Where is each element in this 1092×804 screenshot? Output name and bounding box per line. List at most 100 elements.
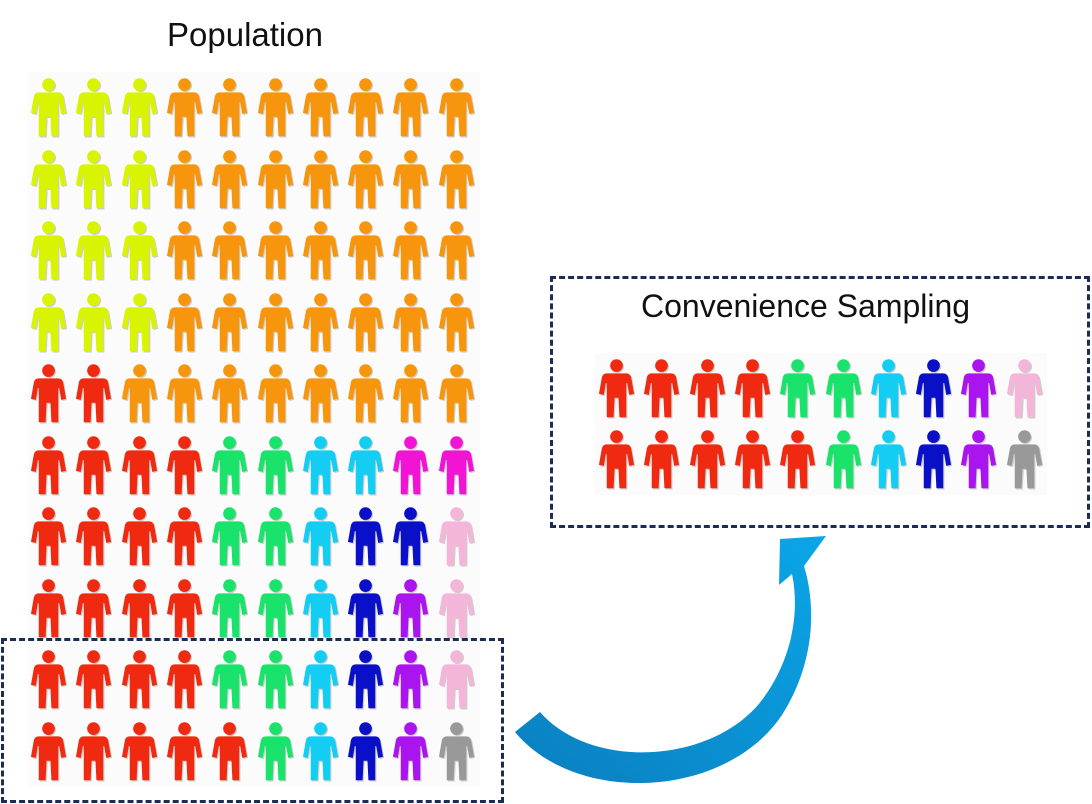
person-icon (30, 721, 68, 781)
person-icon (30, 435, 68, 495)
person-icon (212, 507, 249, 567)
person-icon (121, 364, 158, 424)
person-icon (257, 650, 294, 710)
person-icon (393, 292, 430, 352)
person-icon (212, 721, 249, 781)
person-icon (76, 578, 113, 638)
person-icon (348, 149, 385, 209)
person-icon (348, 507, 385, 567)
person-icon (30, 578, 68, 638)
person-icon (302, 507, 340, 567)
person-icon (166, 507, 204, 567)
person-icon (302, 221, 340, 281)
person-icon (76, 507, 113, 567)
person-icon (30, 78, 68, 138)
person-icon (780, 359, 817, 419)
population-title: Population (167, 16, 323, 53)
person-icon (30, 221, 68, 281)
person-icon (825, 359, 862, 419)
person-icon (393, 149, 430, 209)
person-icon (257, 364, 294, 424)
person-icon (76, 650, 113, 710)
person-icon (212, 221, 249, 281)
person-icon (348, 721, 385, 781)
person-icon (166, 578, 204, 638)
person-icon (257, 221, 294, 281)
person-icon (438, 292, 475, 352)
person-icon (348, 435, 385, 495)
person-icon (438, 507, 475, 567)
person-icon (916, 359, 953, 419)
person-icon (121, 435, 158, 495)
person-icon (438, 435, 475, 495)
person-icon (393, 721, 430, 781)
person-icon (825, 430, 862, 490)
person-icon (302, 149, 340, 209)
person-icon (644, 359, 681, 419)
person-icon (348, 578, 385, 638)
person-icon (76, 721, 113, 781)
person-icon (598, 430, 636, 490)
person-icon (212, 364, 249, 424)
person-icon (734, 359, 772, 419)
person-icon (257, 435, 294, 495)
person-icon (302, 578, 340, 638)
person-icon (76, 435, 113, 495)
person-icon (121, 578, 158, 638)
person-icon (348, 221, 385, 281)
person-icon (121, 221, 158, 281)
person-icon (438, 578, 475, 638)
person-icon (438, 149, 475, 209)
person-icon (257, 78, 294, 138)
person-icon (870, 359, 908, 419)
person-icon (689, 359, 726, 419)
person-icon (257, 507, 294, 567)
sample-title: Convenience Sampling (641, 288, 971, 324)
person-icon (212, 149, 249, 209)
person-icon (734, 430, 772, 490)
person-icon (30, 650, 68, 710)
person-icon (438, 78, 475, 138)
person-icon (348, 364, 385, 424)
person-icon (166, 292, 204, 352)
person-icon (393, 578, 430, 638)
person-icon (302, 435, 340, 495)
person-icon (689, 430, 726, 490)
person-icon (598, 359, 636, 419)
person-icon (212, 650, 249, 710)
person-icon (780, 430, 817, 490)
person-icon (348, 292, 385, 352)
person-icon (166, 78, 204, 138)
person-icon (212, 78, 249, 138)
person-icon (121, 507, 158, 567)
person-icon (302, 721, 340, 781)
person-icon (121, 149, 158, 209)
person-icon (212, 435, 249, 495)
person-icon (257, 578, 294, 638)
person-icon (30, 364, 68, 424)
person-icon (257, 721, 294, 781)
person-icon (257, 149, 294, 209)
person-icon (302, 650, 340, 710)
person-icon (916, 430, 953, 490)
person-icon (1006, 359, 1043, 419)
person-icon (166, 221, 204, 281)
person-icon (76, 221, 113, 281)
person-icon (30, 292, 68, 352)
person-icon (30, 149, 68, 209)
person-icon (212, 292, 249, 352)
person-icon (393, 507, 430, 567)
person-icon (393, 78, 430, 138)
person-icon (438, 721, 475, 781)
person-icon (438, 650, 475, 710)
person-icon (166, 364, 204, 424)
person-icon (166, 721, 204, 781)
person-icon (961, 359, 998, 419)
person-icon (302, 364, 340, 424)
person-icon (76, 292, 113, 352)
person-icon (438, 221, 475, 281)
person-icon (302, 78, 340, 138)
person-icon (393, 435, 430, 495)
person-icon (121, 78, 158, 138)
